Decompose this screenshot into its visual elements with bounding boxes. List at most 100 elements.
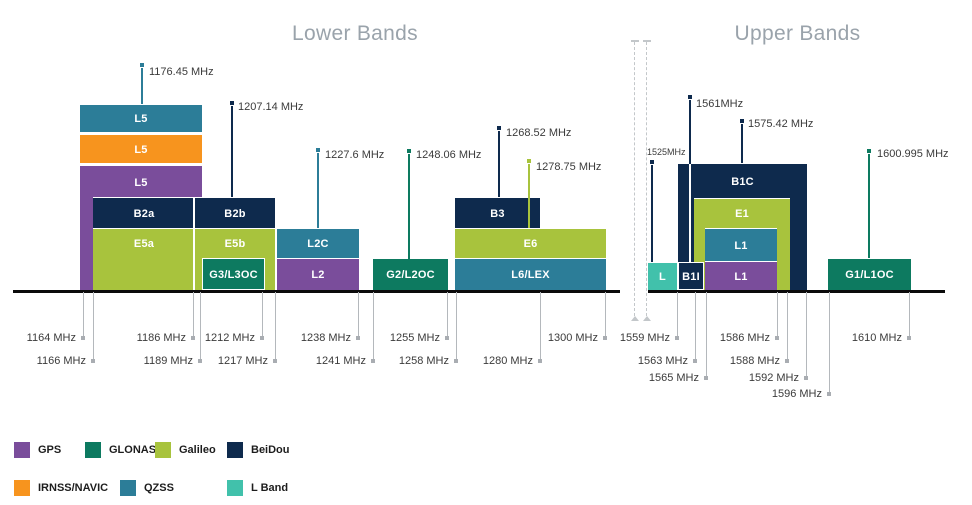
freq-label-1610-mhz-marker [907, 336, 911, 340]
callout-1248-06-mhz-label: 1248.06 MHz [416, 149, 482, 161]
callout-1600-995-mhz-tick-dot [867, 149, 871, 153]
freq-label-1258-mhz-leader [456, 292, 457, 359]
band-label-l2c: L2C [307, 238, 329, 250]
callout-1268-52-mhz-line [498, 131, 500, 197]
band-label-l5: L5 [134, 143, 148, 156]
band-break-dashed-line-1 [634, 42, 635, 316]
band-e5a-galileo: E5a [93, 228, 195, 290]
band-g3-l3oc-glonass: G3/L3OC [202, 258, 265, 290]
legend-swatch-beidou [227, 442, 243, 458]
freq-label-1300-mhz-leader [605, 292, 606, 336]
callout-1561mhz-line-over-box [689, 164, 691, 262]
legend-label-beidou: BeiDou [251, 444, 290, 456]
callout-1176-45-mhz-tick-dot [140, 63, 144, 67]
legend-label-l-band: L Band [251, 482, 289, 494]
callout-1248-06-mhz-line [408, 154, 410, 259]
band-l6-lex-qzss: L6/LEX [455, 258, 606, 290]
callout-1176-45-mhz-label: 1176.45 MHz [149, 66, 214, 78]
callout-1561mhz-tick-dot [688, 95, 692, 99]
band-l1-gps: L1 [705, 261, 777, 290]
upper-bands-title: Upper Bands [734, 22, 861, 45]
legend-swatch-galileo [155, 442, 171, 458]
band-b3-beidou: B3 [455, 197, 540, 228]
band-g2-l2oc-glonass: G2/L2OC [373, 258, 448, 290]
legend-label-galileo: Galileo [179, 444, 216, 456]
freq-label-1186-mhz-leader [193, 292, 194, 336]
freq-label-1241-mhz-leader [373, 292, 374, 359]
freq-label-1610-mhz-leader [909, 292, 910, 336]
callout-1575-42-mhz-tick-dot [740, 119, 744, 123]
band-label-b3: B3 [490, 207, 505, 220]
freq-label-1300-mhz: 1300 MHz [547, 332, 598, 344]
band-label-b2a: B2a [133, 207, 155, 220]
legend-swatch-irnss-navic [14, 480, 30, 496]
freq-label-1596-mhz: 1596 MHz [771, 388, 822, 400]
band-l5-irnss: L5 [80, 134, 202, 163]
freq-label-1189-mhz-leader [200, 292, 201, 359]
callout-1268-52-mhz-tick-dot [497, 126, 501, 130]
band-break-top-cap-2 [643, 40, 651, 42]
freq-label-1186-mhz-marker [191, 336, 195, 340]
band-label-e5b: E5b [224, 238, 246, 250]
freq-label-1189-mhz-marker [198, 359, 202, 363]
callout-1600-995-mhz-label: 1600.995 MHz [877, 148, 949, 160]
band-break-bottom-arrow-1 [631, 316, 639, 321]
band-break-top-cap-1 [631, 40, 639, 42]
band-label-e6: E6 [523, 238, 538, 250]
band-label-l: L [659, 271, 666, 283]
band-label-b2b: B2b [224, 207, 246, 220]
freq-label-1588-mhz: 1588 MHz [729, 355, 780, 367]
callout-1227-6-mhz-tick-dot [316, 148, 320, 152]
callout-1575-42-mhz-label: 1575.42 MHz [748, 118, 814, 130]
freq-label-1563-mhz-leader [695, 292, 696, 359]
band-label-e1: E1 [735, 208, 749, 220]
freq-label-1586-mhz-marker [775, 336, 779, 340]
band-l1-qzss: L1 [705, 228, 777, 261]
band-label-g2-l2oc: G2/L2OC [386, 269, 435, 281]
band-l2-gps: L2 [277, 258, 359, 290]
freq-label-1258-mhz: 1258 MHz [398, 355, 449, 367]
band-divider-line [193, 197, 195, 290]
callout-1561mhz-label: 1561MHz [696, 98, 744, 110]
freq-label-1610-mhz: 1610 MHz [851, 332, 902, 344]
legend-label-gps: GPS [38, 444, 62, 456]
callout-1525mhz-tick-dot [650, 160, 654, 164]
callout-1207-14-mhz-label: 1207.14 MHz [238, 101, 304, 113]
freq-label-1258-mhz-marker [454, 359, 458, 363]
freq-label-1280-mhz: 1280 MHz [482, 355, 533, 367]
legend-swatch-qzss [120, 480, 136, 496]
freq-label-1164-mhz-leader [83, 292, 84, 336]
band-label-l2: L2 [311, 269, 325, 281]
frequency-axis-baseline-1 [13, 290, 620, 293]
freq-label-1217-mhz-marker [273, 359, 277, 363]
band-l5-qzss: L5 [80, 104, 202, 132]
callout-1575-42-mhz-line [741, 124, 743, 163]
legend-label-glonass: GLONASS [109, 444, 164, 456]
freq-label-1588-mhz-marker [785, 359, 789, 363]
freq-label-1280-mhz-marker [538, 359, 542, 363]
freq-label-1189-mhz: 1189 MHz [143, 355, 193, 367]
band-label-l6-lex: L6/LEX [511, 269, 550, 281]
band-b1i-beidou: B1I [678, 262, 704, 290]
callout-1176-45-mhz-line [141, 68, 143, 104]
legend-label-qzss: QZSS [144, 482, 174, 494]
band-l2c-qzss: L2C [277, 228, 359, 258]
freq-label-1212-mhz: 1212 MHz [204, 332, 255, 344]
freq-label-1238-mhz-leader [358, 292, 359, 336]
freq-label-1592-mhz: 1592 MHz [748, 372, 799, 384]
freq-label-1592-mhz-leader [806, 292, 807, 376]
band-label-l5: L5 [134, 176, 148, 189]
freq-label-1565-mhz-marker [704, 376, 708, 380]
band-label-b1i: B1I [682, 271, 700, 283]
freq-label-1255-mhz: 1255 MHz [389, 332, 440, 344]
band-label-b1c: B1C [731, 175, 754, 188]
band-label-g1-l1oc: G1/L1OC [845, 269, 894, 281]
freq-label-1280-mhz-leader [540, 292, 541, 359]
freq-label-1238-mhz-marker [356, 336, 360, 340]
freq-label-1559-mhz-marker [675, 336, 679, 340]
band-l-lband: L [648, 262, 677, 290]
freq-label-1563-mhz: 1563 MHz [637, 355, 688, 367]
callout-1207-14-mhz-line [231, 106, 233, 197]
lower-bands-title: Lower Bands [292, 22, 418, 45]
